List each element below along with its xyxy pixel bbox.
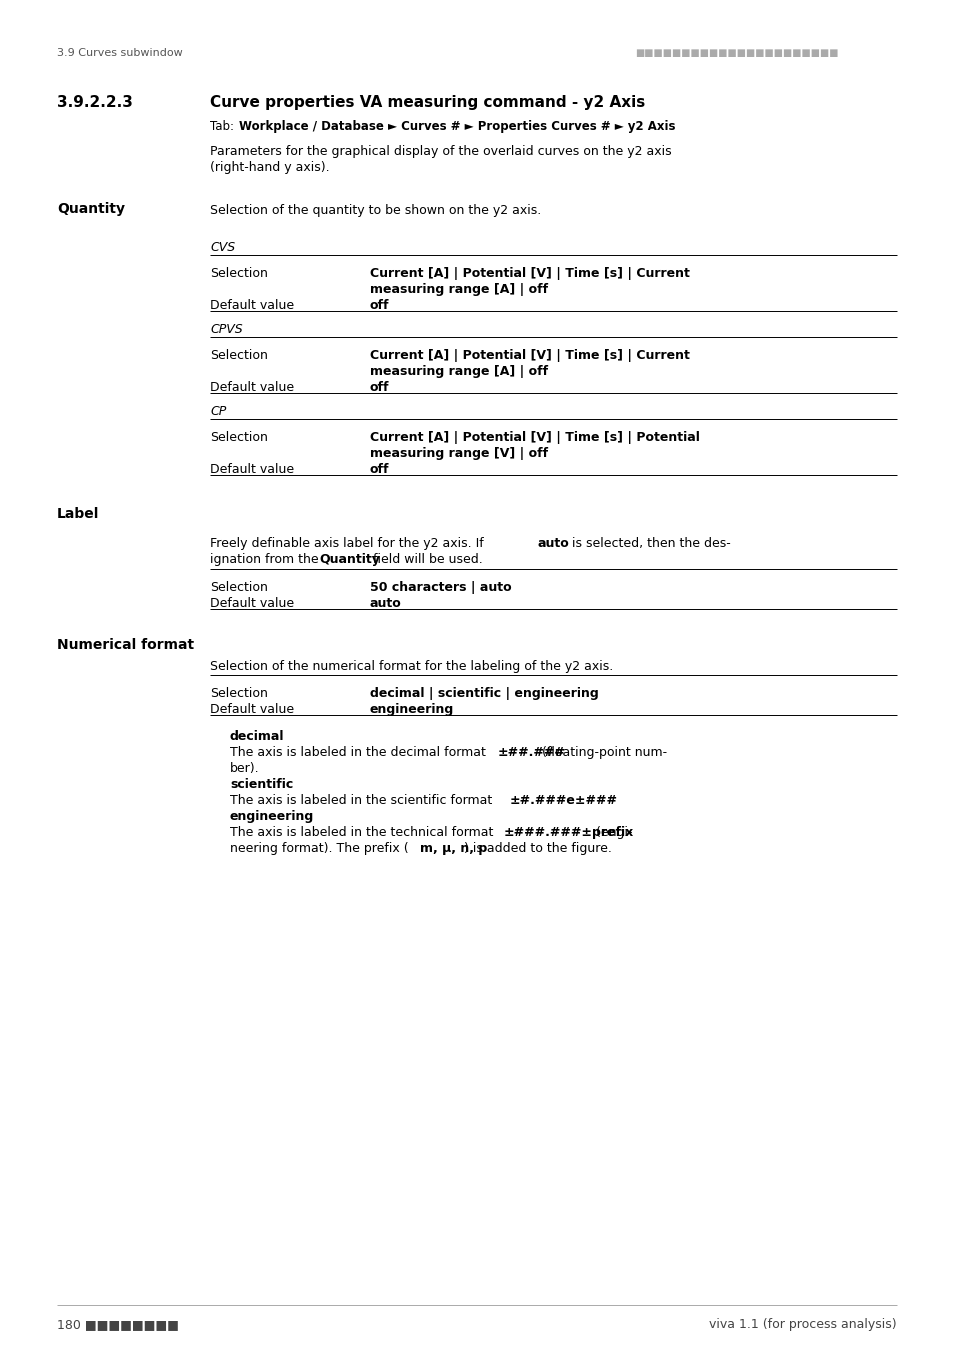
Text: Tab:: Tab: [210, 120, 237, 134]
Text: Default value: Default value [210, 597, 294, 610]
Text: (floating-point num-: (floating-point num- [537, 747, 666, 759]
Text: Curve properties VA measuring command - y2 Axis: Curve properties VA measuring command - … [210, 95, 644, 109]
Text: Default value: Default value [210, 703, 294, 716]
Text: is selected, then the des-: is selected, then the des- [567, 537, 730, 549]
Text: decimal | scientific | engineering: decimal | scientific | engineering [370, 687, 598, 701]
Text: Selection: Selection [210, 267, 268, 279]
Text: The axis is labeled in the scientific format: The axis is labeled in the scientific fo… [230, 794, 496, 807]
Text: viva 1.1 (for process analysis): viva 1.1 (for process analysis) [709, 1318, 896, 1331]
Text: engineering: engineering [370, 703, 454, 716]
Text: CP: CP [210, 405, 226, 418]
Text: ±##.###: ±##.### [497, 747, 565, 759]
Text: field will be used.: field will be used. [369, 554, 482, 566]
Text: measuring range [V] | off: measuring range [V] | off [370, 447, 548, 460]
Text: ■■■■■■■■■■■■■■■■■■■■■■: ■■■■■■■■■■■■■■■■■■■■■■ [635, 49, 838, 58]
Text: scientific: scientific [230, 778, 293, 791]
Text: Default value: Default value [210, 463, 294, 477]
Text: Quantity: Quantity [318, 554, 379, 566]
Text: off: off [370, 381, 389, 394]
Text: 3.9.2.2.3: 3.9.2.2.3 [57, 95, 132, 109]
Text: measuring range [A] | off: measuring range [A] | off [370, 364, 548, 378]
Text: ignation from the: ignation from the [210, 554, 322, 566]
Text: Default value: Default value [210, 298, 294, 312]
Text: auto: auto [537, 537, 569, 549]
Text: ±###.###±prefix: ±###.###±prefix [503, 826, 634, 838]
Text: neering format). The prefix (: neering format). The prefix ( [230, 842, 408, 855]
Text: Current [A] | Potential [V] | Time [s] | Current: Current [A] | Potential [V] | Time [s] |… [370, 267, 689, 279]
Text: Selection: Selection [210, 580, 268, 594]
Text: ber).: ber). [230, 761, 259, 775]
Text: auto: auto [370, 597, 401, 610]
Text: off: off [370, 463, 389, 477]
Text: CPVS: CPVS [210, 323, 242, 336]
Text: .: . [567, 794, 572, 807]
Text: ±#.###e±###: ±#.###e±### [510, 794, 618, 807]
Text: Parameters for the graphical display of the overlaid curves on the y2 axis: Parameters for the graphical display of … [210, 144, 671, 158]
Text: Label: Label [57, 508, 99, 521]
Text: 180 ■■■■■■■■: 180 ■■■■■■■■ [57, 1318, 179, 1331]
Text: Selection of the quantity to be shown on the y2 axis.: Selection of the quantity to be shown on… [210, 204, 540, 217]
Text: 50 characters | auto: 50 characters | auto [370, 580, 511, 594]
Text: Selection: Selection [210, 350, 268, 362]
Text: decimal: decimal [230, 730, 284, 742]
Text: ) is added to the figure.: ) is added to the figure. [463, 842, 611, 855]
Text: Selection: Selection [210, 687, 268, 701]
Text: Numerical format: Numerical format [57, 639, 193, 652]
Text: Workplace / Database ► Curves # ► Properties Curves # ► y2 Axis: Workplace / Database ► Curves # ► Proper… [239, 120, 675, 134]
Text: m, μ, n, p: m, μ, n, p [419, 842, 487, 855]
Text: (right-hand y axis).: (right-hand y axis). [210, 161, 330, 174]
Text: off: off [370, 298, 389, 312]
Text: Selection: Selection [210, 431, 268, 444]
Text: CVS: CVS [210, 242, 234, 254]
Text: engineering: engineering [230, 810, 314, 824]
Text: Selection of the numerical format for the labeling of the y2 axis.: Selection of the numerical format for th… [210, 660, 613, 674]
Text: Current [A] | Potential [V] | Time [s] | Current: Current [A] | Potential [V] | Time [s] |… [370, 350, 689, 362]
Text: (engi-: (engi- [592, 826, 632, 838]
Text: Quantity: Quantity [57, 202, 125, 216]
Text: The axis is labeled in the technical format: The axis is labeled in the technical for… [230, 826, 497, 838]
Text: 3.9 Curves subwindow: 3.9 Curves subwindow [57, 49, 183, 58]
Text: Default value: Default value [210, 381, 294, 394]
Text: The axis is labeled in the decimal format: The axis is labeled in the decimal forma… [230, 747, 489, 759]
Text: measuring range [A] | off: measuring range [A] | off [370, 284, 548, 296]
Text: Freely definable axis label for the y2 axis. If: Freely definable axis label for the y2 a… [210, 537, 487, 549]
Text: Current [A] | Potential [V] | Time [s] | Potential: Current [A] | Potential [V] | Time [s] |… [370, 431, 700, 444]
